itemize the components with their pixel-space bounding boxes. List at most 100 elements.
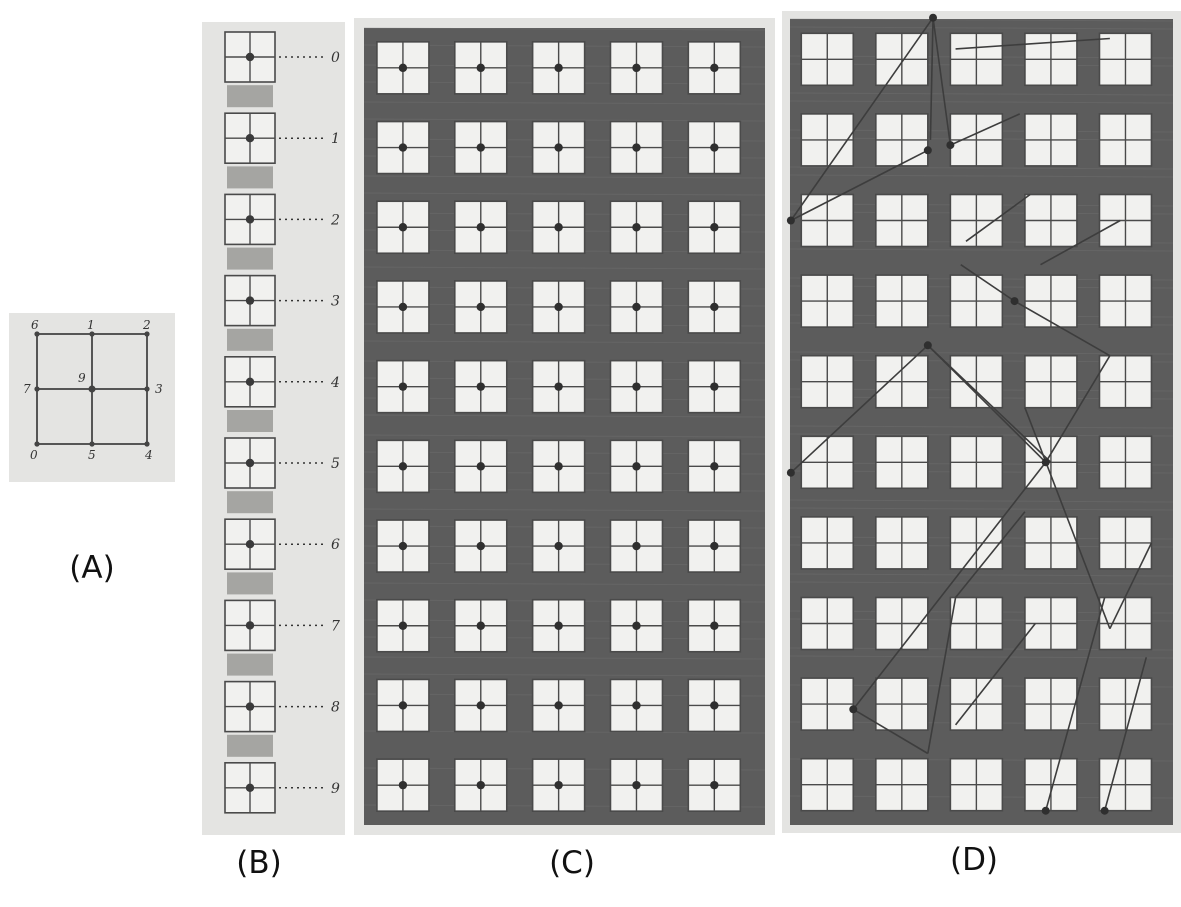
panel-c-dot [632,780,641,790]
panel-a-node [89,331,95,337]
panel-d-line [1014,300,1111,357]
panel-c-dot [398,541,408,551]
panel-c-dot [710,780,719,790]
panel-d-line [927,344,1052,463]
panel-c-dot [476,382,485,391]
panel-c-dot [632,302,641,312]
panel-b-cells: 0 1 2 3 4 5 6 7 8 9 [224,31,340,814]
panel-a-node [34,386,40,392]
panel-b-label: 9 [331,781,340,797]
panel-a-label: 3 [155,382,163,396]
panel-c-dot [398,223,408,232]
panel-c-dot [710,541,719,551]
panel-b-label: 4 [330,375,340,391]
panel-a-label: 0 [30,448,38,462]
panel-d-cell [875,113,929,167]
panel-b-dot [245,702,255,711]
panel-c-dot [398,382,408,391]
panel-d-cell [949,677,1004,731]
panel-c-dot [476,780,485,790]
panel-c-dot [398,621,408,630]
panel-b-dot [245,540,255,549]
panel-b-strip: 0 1 2 3 4 5 6 7 8 9 [202,22,345,835]
panel-d-line [790,344,929,474]
panel-c-dot [632,541,641,551]
panel-c-dot [632,462,641,471]
panel-d-dot [929,13,938,22]
panel-c-dot [632,223,641,232]
panel-d-cell [800,677,855,731]
panel-d-cell [800,516,855,570]
panel-c-dot [710,462,719,471]
panel-c-dot [398,63,408,73]
caption-d: (D) [949,842,999,878]
panel-b-cell [224,31,276,83]
panel-b-shade [227,328,273,351]
panel-c-squares [363,27,766,825]
panel-b-shade [227,491,273,514]
panel-d-dot [923,341,932,350]
panel-d-line [1109,542,1153,630]
panel-d-cell [1098,516,1153,570]
panel-d-dot [946,141,955,150]
panel-d-cell [875,193,929,248]
panel-d-cell [949,596,1004,651]
panel-d-cell [875,757,929,812]
panel-d-cell [949,757,1004,812]
panel-c-dot [398,302,408,312]
panel-d-line [852,708,929,755]
panel-a-label: 2 [142,318,151,332]
panel-b-label: 8 [331,700,340,716]
panel-c-cell [453,678,508,733]
panel-a-node [34,441,40,447]
panel-d-line [965,193,1031,242]
panel-a-node [144,441,150,447]
panel-d-grid [782,11,1181,833]
panel-d-cell [800,435,855,490]
panel-b-dot [245,296,255,305]
panel-d-cell [1024,193,1078,248]
panel-d-dot [1100,806,1109,815]
panel-b-label: 7 [331,618,340,634]
panel-a-node [89,441,95,447]
panel-a-label: 5 [88,448,96,462]
panel-c-dot [476,302,485,312]
panel-b-cell [224,193,276,246]
panel-a-label: 4 [144,448,153,462]
panel-d-cell [1024,757,1078,812]
panel-d-dot [849,705,858,714]
panel-c-dot [476,541,485,551]
panel-b-cell [224,355,276,408]
panel-c-dot [554,701,563,710]
panel-b-shade [227,572,273,595]
panel-c-dot [710,63,719,73]
panel-a-node [144,386,150,392]
panel-a-label: 7 [23,382,31,396]
panel-c-dot [476,223,485,232]
panel-d-cell [875,435,929,490]
panel-d-line [1044,597,1106,811]
panel-d-line [1024,407,1111,629]
panel-c-dot [554,63,563,73]
panel-b-dot [245,134,255,143]
panel-c-dot [476,462,485,471]
panel-b-dot [245,621,255,630]
panel-c-grid [354,18,775,835]
panel-a-diagram: 6 1 2 7 9 3 0 5 4 [9,313,175,482]
panel-d-cell [875,274,929,328]
panel-d-dot [1041,806,1050,815]
panel-c-dot [632,701,641,710]
caption-b: (B) [236,845,282,881]
panel-d-line [790,149,929,222]
panel-d-cell [1024,596,1078,651]
panel-d-dot [786,216,795,225]
panel-b-shade [227,247,273,270]
panel-d-line [954,623,1036,726]
panel-b-label: 1 [331,131,340,147]
panel-d-cell [800,113,855,167]
panel-d-cell [1098,757,1153,812]
panel-c-dot [554,143,563,152]
panel-c-dot [554,462,563,471]
panel-c-dot [632,382,641,391]
panel-b-label: 2 [330,212,340,228]
